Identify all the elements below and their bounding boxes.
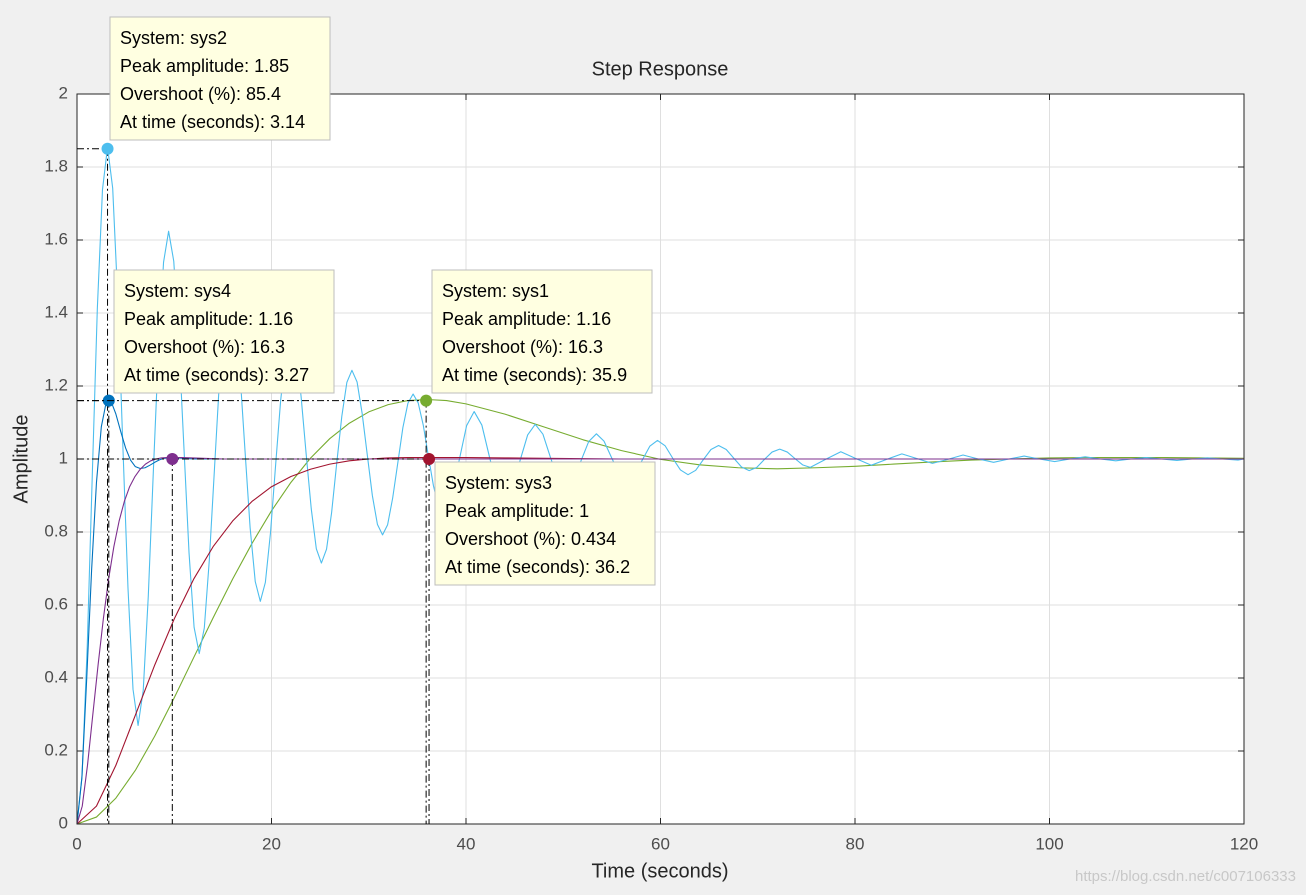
datatip-text: At time (seconds): 3.14 — [120, 112, 305, 132]
y-tick-label: 2 — [59, 83, 68, 102]
datatip-text: Overshoot (%): 16.3 — [124, 337, 285, 357]
datatip-text: Peak amplitude: 1.16 — [124, 309, 293, 329]
y-tick-label: 0.8 — [44, 521, 68, 540]
y-tick-label: 0.6 — [44, 594, 68, 613]
x-tick-label: 20 — [262, 834, 281, 853]
series-line — [76, 456, 1244, 825]
y-tick-label: 1.4 — [44, 302, 68, 321]
datatip-text: Peak amplitude: 1.16 — [442, 309, 611, 329]
y-tick-label: 1.2 — [44, 375, 68, 394]
x-tick-label: 60 — [651, 834, 670, 853]
series-line — [76, 398, 1245, 825]
x-axis-label: Time (seconds) — [591, 860, 728, 882]
y-tick-label: 0 — [59, 813, 68, 832]
x-tick-label: 40 — [457, 834, 476, 853]
datatip-text: System: sys2 — [120, 28, 227, 48]
datatip-marker — [420, 394, 433, 407]
datatip-box — [113, 269, 335, 394]
datatip-text: Overshoot (%): 85.4 — [120, 84, 281, 104]
datatip-marker — [166, 453, 179, 465]
x-tick-label: 120 — [1230, 834, 1258, 853]
y-axis-label: Amplitude — [10, 415, 32, 504]
datatip-text: Overshoot (%): 16.3 — [442, 337, 603, 357]
datatip-marker — [101, 142, 114, 155]
x-tick-label: 100 — [1035, 834, 1063, 853]
datatip-box — [109, 16, 331, 141]
series-line — [76, 146, 1245, 825]
y-tick-label: 0.2 — [44, 740, 68, 759]
datatip-text: Peak amplitude: 1 — [445, 501, 589, 521]
y-tick-label: 1.6 — [44, 229, 68, 248]
y-tick-label: 1.8 — [44, 156, 68, 175]
datatip-box — [434, 461, 656, 586]
watermark: https://blog.csdn.net/c007106333 — [1075, 868, 1296, 885]
datatip-marker — [423, 453, 436, 465]
y-tick-label: 1 — [59, 448, 68, 467]
datatip-box — [431, 269, 653, 394]
datatip-text: At time (seconds): 3.27 — [124, 365, 309, 385]
chart-title: Step Response — [592, 58, 729, 80]
x-tick-label: 0 — [72, 834, 81, 853]
datatip-text: Overshoot (%): 0.434 — [445, 529, 616, 549]
datatip-text: At time (seconds): 35.9 — [442, 365, 627, 385]
datatip-text: System: sys3 — [445, 473, 552, 493]
datatip-text: System: sys1 — [442, 281, 549, 301]
datatip-text: At time (seconds): 36.2 — [445, 557, 630, 577]
y-tick-label: 0.4 — [44, 667, 68, 686]
x-tick-label: 80 — [846, 834, 865, 853]
datatip-text: Peak amplitude: 1.85 — [120, 56, 289, 76]
datatip-text: System: sys4 — [124, 281, 231, 301]
